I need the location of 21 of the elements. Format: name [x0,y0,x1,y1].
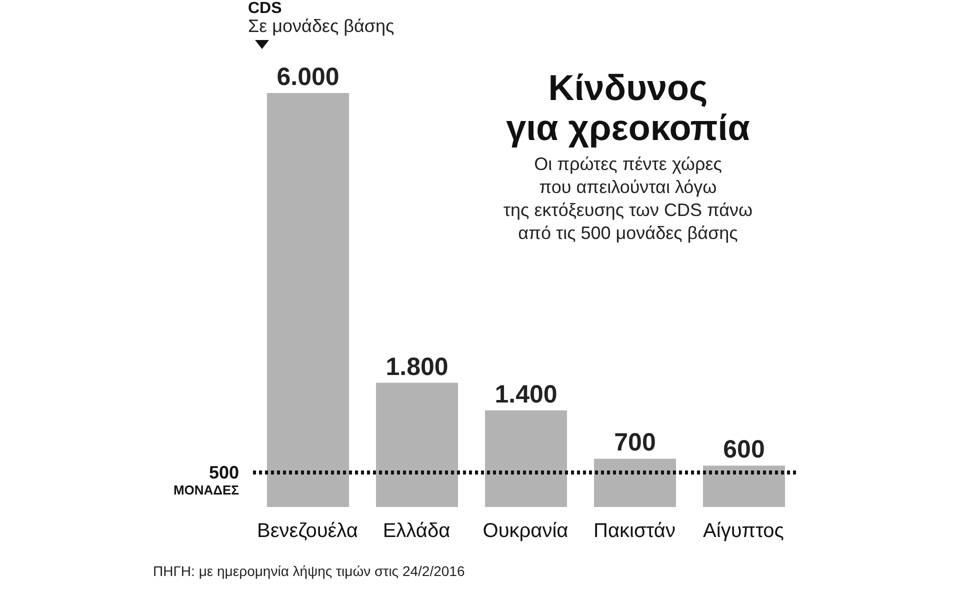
x-tick-label: Αίγυπτος [703,520,784,542]
text: Σε μονάδες βάσης [248,16,394,37]
data-label: 6.000 [276,63,340,91]
y-axis-title: CDS [248,0,283,18]
x-tick-label: Ουκρανία [482,520,568,542]
data-label: 600 [723,436,765,464]
x-tick-label: Ελλάδα [382,520,450,542]
bar [485,410,567,507]
chart-title: Κίνδυνος για χρεοκοπία [505,67,751,148]
data-label: 1.800 [386,352,448,381]
bar [376,382,458,507]
text: ΠΗΓΗ: με ημερομηνία λήψης τιμών στις 24/2/2016 [153,563,465,579]
bar [594,458,676,507]
text: Οι πρώτες πέντε χώρες που απειλούνται λόγω της εκτόξευσης των CDS πάνω από τις 500 μονάδες βάσης [502,153,754,245]
x-tick-label: Πακιστάν [594,520,676,542]
bar [703,466,785,507]
x-tick-label: Βενεζουέλα [257,520,358,542]
data-label: 700 [614,428,656,457]
bar [267,93,349,507]
data-label: 1.400 [494,380,558,408]
ref-line-label: 500 ΜΟΝΑΔΕΣ [173,462,240,498]
